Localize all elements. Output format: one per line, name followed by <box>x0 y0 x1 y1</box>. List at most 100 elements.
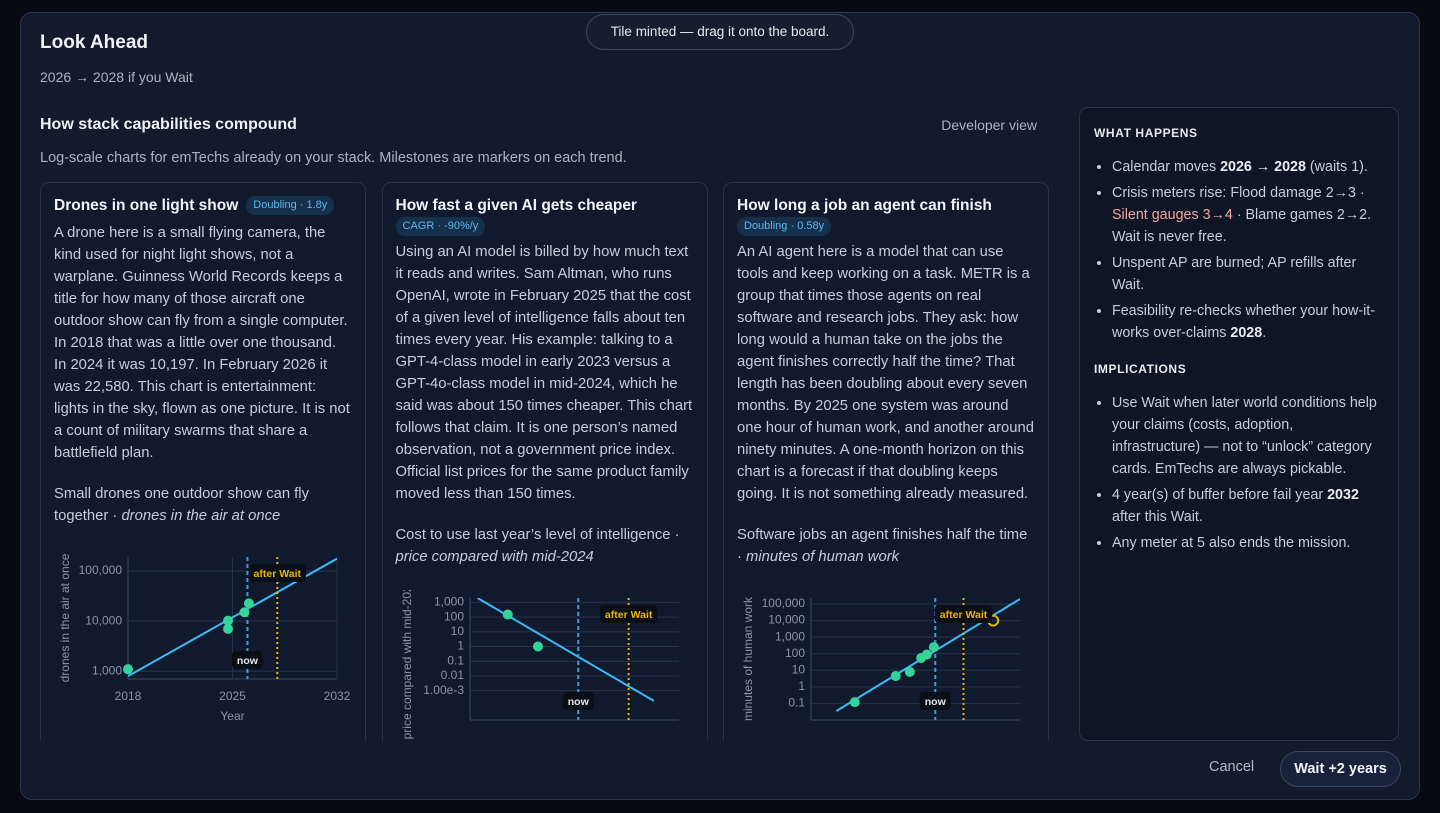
y-tick-label: 10,000 <box>85 613 122 627</box>
text-run: Crisis meters rise: Flood damage 2→3 · <box>1112 185 1365 201</box>
y-axis-label: price compared with mid-2024 <box>400 590 414 739</box>
y-tick-label: 0.1 <box>447 653 464 667</box>
marker-label: now <box>925 696 947 708</box>
x-axis-label: Year <box>220 709 244 723</box>
y-axis-label: drones in the air at once <box>58 553 72 682</box>
card-body: Using an AI model is billed by how much … <box>395 244 693 502</box>
data-point <box>904 666 915 677</box>
data-point <box>502 609 513 620</box>
y-tick-label: 1,000 <box>92 663 122 677</box>
data-point <box>223 615 234 626</box>
modal: Look Ahead 2026 → 2028 if you Wait How s… <box>20 12 1420 800</box>
side-list: Calendar moves 2026 → 2028 (waits 1). Cri… <box>1094 156 1384 344</box>
card-caption: Software jobs an agent finishes half the… <box>737 524 1035 568</box>
y-tick-label: 0.01 <box>440 668 464 682</box>
x-tick-label: 2018 <box>115 689 142 703</box>
data-point <box>239 607 250 618</box>
card-header: How fast a given AI gets cheaper CAGR · -… <box>395 195 694 236</box>
y-tick-label: 1 <box>457 639 464 653</box>
side-item: 4 year(s) of buffer before fail year 203… <box>1112 484 1384 528</box>
chart-card: Drones in one light show Doubling · 1.8y A… <box>40 182 366 741</box>
y-tick-label: 100 <box>785 646 805 660</box>
marker-label-bg <box>934 605 993 623</box>
toast: Tile minted — drag it onto the board. <box>586 14 854 50</box>
card-title: How fast a given AI gets cheaper <box>395 197 637 214</box>
chart: 100,000 10,000 1,000 2018 2025 2032 Year drones… <box>58 553 351 723</box>
card-header: How long a job an agent can finish Doubli… <box>737 195 1035 236</box>
y-tick-label: 100,000 <box>762 596 806 610</box>
y-tick-label: 10 <box>792 662 806 676</box>
card-header: Drones in one light show Doubling · 1.8y <box>54 195 352 217</box>
x-tick-label: 2025 <box>219 689 246 703</box>
marker-label: after Wait <box>604 609 652 621</box>
card-title: Drones in one light show <box>54 197 239 214</box>
data-point <box>243 598 254 609</box>
section-description: Log-scale charts for emTechs already on … <box>40 150 627 166</box>
card-badge: Doubling · 0.58y <box>737 217 832 236</box>
text-run: · Blame games 2→2. Wait is never free. <box>1112 207 1372 245</box>
side-item: Any meter at 5 also ends the mission. <box>1112 532 1384 554</box>
card-body: A drone here is a small flying camera, t… <box>54 225 350 461</box>
marker-label-bg <box>231 651 263 669</box>
developer-view-link[interactable]: Developer view <box>941 117 1037 133</box>
text-run: Small drones one outdoor show can fly to… <box>54 486 309 524</box>
side-item: Calendar moves 2026 → 2028 (waits 1). <box>1112 156 1384 178</box>
marker-label: now <box>237 655 259 667</box>
y-tick-label: 0.1 <box>788 696 805 710</box>
y-tick-label: 1,000 <box>433 595 463 609</box>
confirm-button[interactable]: Wait +2 years <box>1280 751 1401 787</box>
text-run: 4 year(s) of buffer before fail year <box>1112 487 1328 503</box>
chart-card: How fast a given AI gets cheaper CAGR · -… <box>381 182 708 741</box>
data-point <box>890 671 901 682</box>
card-caption: Small drones one outdoor show can fly to… <box>54 483 352 527</box>
scroll-area: How stack capabilities compound Develope… <box>40 107 1052 741</box>
side-item: Unspent AP are burned; AP refills after … <box>1112 252 1384 296</box>
modal-subtitle: 2026 → 2028 if you Wait <box>40 69 193 85</box>
text-run: drones in the air at once <box>121 508 281 524</box>
marker-label-bg <box>562 692 594 710</box>
text-run: Feasibility re-checks whether your how-i… <box>1112 303 1375 341</box>
side-heading: WHAT HAPPENS <box>1094 126 1198 140</box>
text-run: 2028 <box>1230 325 1263 341</box>
data-point <box>123 664 133 675</box>
chart-card: How long a job an agent can finish Doubli… <box>723 182 1049 741</box>
cancel-button[interactable]: Cancel <box>1209 759 1255 775</box>
text-run: Silent gauges 3→4 <box>1112 207 1233 223</box>
card-caption: Cost to use last year’s level of intelli… <box>396 524 694 568</box>
y-tick-label: 10,000 <box>768 613 805 627</box>
text-run: minutes of human work <box>746 549 900 565</box>
text-run: Calendar moves <box>1112 159 1221 175</box>
marker-label: after Wait <box>940 609 988 621</box>
text-run: Any meter at 5 also ends the mission. <box>1112 535 1351 551</box>
text-run: price compared with mid-2024 <box>395 549 594 565</box>
card-title: How long a job an agent can finish <box>737 197 992 214</box>
side-list: Use Wait when later world conditions hel… <box>1094 392 1384 554</box>
chart: 100,000 10,000 1,000 100 10 1 0.1 minutes of hu… <box>741 596 1020 721</box>
x-tick-label: 2032 <box>324 689 351 703</box>
data-point <box>928 642 939 653</box>
data-point <box>532 641 543 652</box>
section-title: How stack capabilities compound <box>40 116 297 133</box>
data-point <box>849 697 860 708</box>
text-run: . <box>1262 325 1267 341</box>
marker-label-bg <box>599 605 657 623</box>
text-run: 2026 → 2028 <box>1220 159 1306 175</box>
side-item: Feasibility re-checks whether your how-i… <box>1112 300 1384 344</box>
text-run: Cost to use last year’s level of intelli… <box>395 527 680 543</box>
card-badge: CAGR · -90%/y <box>395 217 486 236</box>
y-tick-label: 1.00e-3 <box>423 683 464 697</box>
marker-label-bg <box>919 692 951 710</box>
marker-label: after Wait <box>254 568 302 580</box>
marker-label: now <box>567 696 589 708</box>
y-tick-label: 1 <box>798 679 805 693</box>
text-run: after this Wait. <box>1112 509 1203 525</box>
y-tick-label: 1,000 <box>775 629 805 643</box>
y-tick-label: 100,000 <box>79 563 123 577</box>
text-run: Software jobs an agent finishes half the… <box>737 527 1028 565</box>
side-panel: WHAT HAPPENS Calendar moves 2026 → 2028 (… <box>1079 107 1399 741</box>
side-item: Crisis meters rise: Flood damage 2→3 · S… <box>1112 182 1384 248</box>
card-badge: Doubling · 1.8y <box>246 196 335 215</box>
text-run: Unspent AP are burned; AP refills after … <box>1112 255 1357 293</box>
